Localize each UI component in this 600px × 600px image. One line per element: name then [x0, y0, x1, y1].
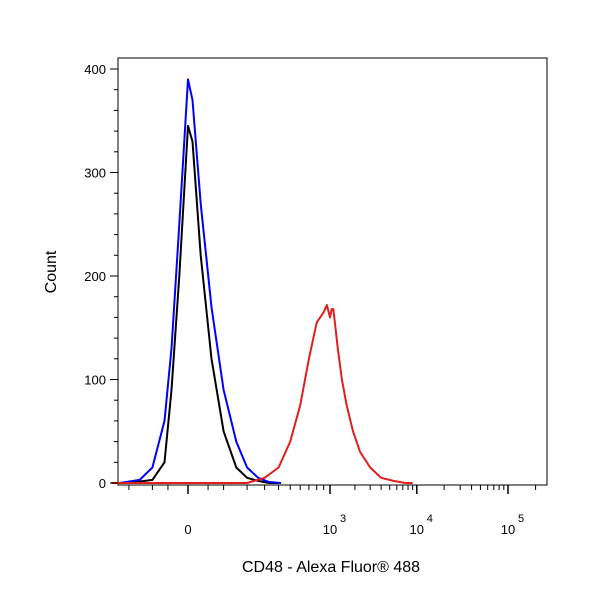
x-tick-label: 0: [184, 522, 191, 537]
plot-frame: [117, 57, 548, 486]
y-axis: 0 100 200 300 400: [84, 62, 118, 491]
series-layer: [111, 78, 413, 484]
series-line-3: [111, 304, 413, 484]
x-tick-exponent: 5: [518, 513, 524, 525]
x-tick-label: 10: [323, 522, 337, 537]
y-tick-label: 300: [84, 166, 106, 181]
x-tick-label: 10: [410, 522, 424, 537]
y-tick-label: 400: [84, 62, 106, 77]
y-tick-label: 200: [84, 269, 106, 284]
x-tick-label: 10: [501, 522, 515, 537]
x-tick-exponent: 4: [427, 513, 433, 525]
series-line-1: [128, 124, 279, 484]
series-line-2: [119, 78, 282, 484]
y-tick-label: 100: [84, 373, 106, 388]
x-axis-title: CD48 - Alexa Fluor® 488: [242, 559, 420, 576]
x-tick-exponent: 3: [340, 513, 346, 525]
y-axis-title: Count: [43, 250, 60, 293]
y-tick-label: 0: [99, 476, 106, 491]
